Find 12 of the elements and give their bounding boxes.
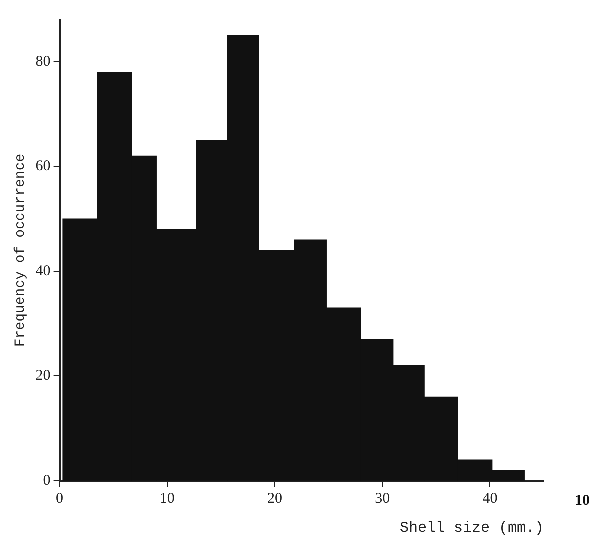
x-axis-title: Shell size (mm.) <box>400 520 544 537</box>
y-tick-label: 0 <box>43 472 51 489</box>
x-tick-label: 20 <box>268 490 282 507</box>
y-tick-label: 60 <box>36 158 51 175</box>
y-tick-label: 40 <box>36 263 51 280</box>
x-tick-label: 10 <box>160 490 175 507</box>
y-tick-label: 20 <box>36 368 51 384</box>
x-tick-label: 0 <box>56 490 64 507</box>
y-axis-title: Frequency of occurrence <box>13 154 30 348</box>
x-tick-label: 40 <box>482 490 498 507</box>
x-tick-label: 30 <box>375 490 390 507</box>
y-tick-label: 80 <box>36 54 51 70</box>
